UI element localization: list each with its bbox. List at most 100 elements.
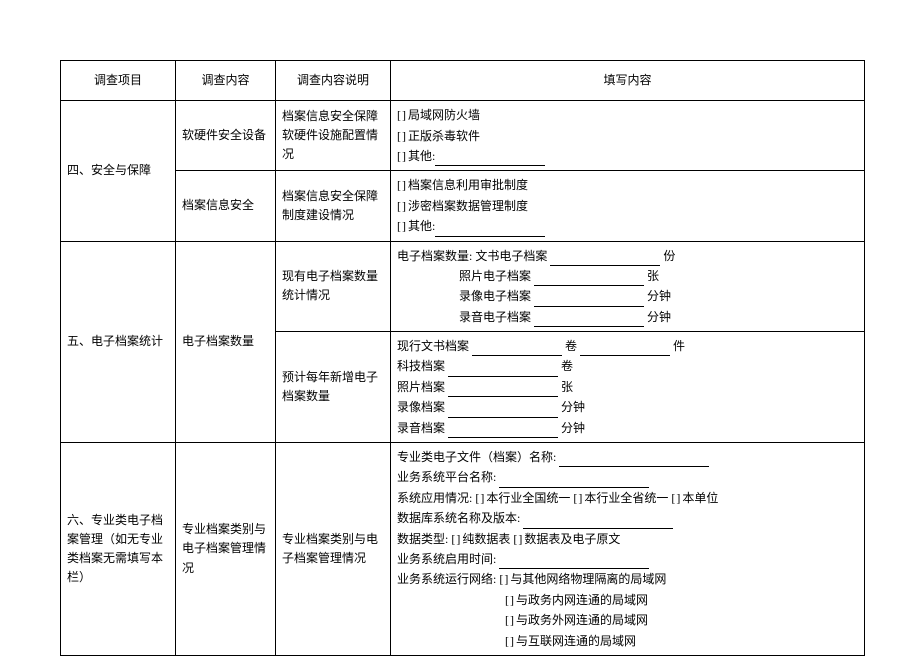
- fill-blank: [580, 342, 670, 356]
- fill-line: 与政务内网连通的局域网: [397, 590, 858, 610]
- checkbox-option: 正版杀毒软件: [397, 126, 858, 146]
- survey-table: 调查项目 调查内容 调查内容说明 填写内容 四、安全与保障 软硬件安全设备 档案…: [60, 60, 865, 656]
- fill-cell: 电子档案数量: 文书电子档案 份 照片电子档案 张 录像电子档案 分钟 录音电子…: [391, 241, 865, 332]
- fill-blank: [550, 252, 660, 266]
- header-row: 调查项目 调查内容 调查内容说明 填写内容: [61, 61, 865, 101]
- item-cell: 档案信息安全: [176, 171, 276, 241]
- label-text: 录像电子档案: [459, 289, 531, 303]
- fill-line: 录像电子档案 分钟: [397, 286, 858, 306]
- unit-text: 卷: [565, 339, 577, 353]
- unit-text: 份: [663, 249, 675, 263]
- label-text: 科技档案: [397, 359, 445, 373]
- desc-cell: 档案信息安全保障软硬件设施配置情况: [276, 101, 391, 171]
- checkbox-option: 涉密档案数据管理制度: [397, 196, 858, 216]
- desc-cell: 档案信息安全保障制度建设情况: [276, 171, 391, 241]
- option-label: 本行业全省统一: [584, 491, 668, 505]
- label-text: 专业类电子文件（档案）名称:: [397, 450, 556, 464]
- fill-line: 与政务外网连通的局域网: [397, 610, 858, 630]
- header-desc: 调查内容说明: [276, 61, 391, 101]
- desc-cell: 专业档案类别与电子档案管理情况: [276, 443, 391, 656]
- unit-text: 分钟: [561, 421, 585, 435]
- fill-line: 电子档案数量: 文书电子档案 份: [397, 246, 858, 266]
- fill-cell: 局域网防火墙 正版杀毒软件 其他:: [391, 101, 865, 171]
- option-label: 本单位: [682, 491, 718, 505]
- fill-line: 业务系统运行网络: 与其他网络物理隔离的局域网: [397, 569, 858, 589]
- item-cell: 软硬件安全设备: [176, 101, 276, 171]
- fill-blank: [448, 424, 558, 438]
- option-label: 档案信息利用审批制度: [408, 178, 528, 192]
- label-text: 录像档案: [397, 400, 445, 414]
- unit-text: 张: [647, 269, 659, 283]
- fill-line: 照片电子档案 张: [397, 266, 858, 286]
- option-label: 纯数据表: [462, 532, 510, 546]
- fill-cell: 现行文书档案 卷 件 科技档案 卷 照片档案 张 录像档案 分钟 录音档案 分钟: [391, 332, 865, 443]
- header-fill: 填写内容: [391, 61, 865, 101]
- fill-line: 数据类型: 纯数据表 数据表及电子原文: [397, 529, 858, 549]
- fill-blank: [448, 383, 558, 397]
- fill-cell: 专业类电子文件（档案）名称: 业务系统平台名称: 系统应用情况: 本行业全国统一…: [391, 443, 865, 656]
- checkbox-option: 局域网防火墙: [397, 105, 858, 125]
- unit-text: 卷: [561, 359, 573, 373]
- checkbox-option: 其他:: [397, 216, 858, 236]
- label-text: 系统应用情况:: [397, 491, 472, 505]
- fill-blank: [472, 342, 562, 356]
- option-label: 其他:: [408, 149, 435, 163]
- label-text: 录音电子档案: [459, 310, 531, 324]
- fill-blank: [448, 363, 558, 377]
- fill-line: 数据库系统名称及版本:: [397, 508, 858, 528]
- table-row: 四、安全与保障 软硬件安全设备 档案信息安全保障软硬件设施配置情况 局域网防火墙…: [61, 101, 865, 171]
- fill-blank: [559, 453, 709, 467]
- unit-text: 分钟: [647, 289, 671, 303]
- option-label: 本行业全国统一: [486, 491, 570, 505]
- unit-text: 张: [561, 380, 573, 394]
- project-cell: 五、电子档案统计: [61, 241, 176, 443]
- option-label: 与政务外网连通的局域网: [516, 613, 648, 627]
- fill-blank: [435, 152, 545, 166]
- label-text: 业务系统启用时间:: [397, 552, 496, 566]
- item-cell: 电子档案数量: [176, 241, 276, 443]
- table-row: 六、专业类电子档案管理（如无专业类档案无需填写本栏） 专业档案类别与电子档案管理…: [61, 443, 865, 656]
- fill-line: 业务系统启用时间:: [397, 549, 858, 569]
- header-project: 调查项目: [61, 61, 176, 101]
- fill-line: 科技档案 卷: [397, 356, 858, 376]
- fill-blank: [523, 515, 673, 529]
- option-label: 其他:: [408, 219, 435, 233]
- project-cell: 四、安全与保障: [61, 101, 176, 241]
- label-text: 现行文书档案: [397, 339, 469, 353]
- label-text: 照片电子档案: [459, 269, 531, 283]
- item-cell: 专业档案类别与电子档案管理情况: [176, 443, 276, 656]
- fill-line: 照片档案 张: [397, 377, 858, 397]
- option-label: 局域网防火墙: [408, 108, 480, 122]
- option-label: 与其他网络物理隔离的局域网: [510, 572, 666, 586]
- option-label: 数据表及电子原文: [524, 532, 620, 546]
- label-text: 电子档案数量: 文书电子档案: [397, 249, 547, 263]
- fill-line: 与互联网连通的局域网: [397, 631, 858, 651]
- label-text: 数据库系统名称及版本:: [397, 511, 520, 525]
- option-label: 与政务内网连通的局域网: [516, 593, 648, 607]
- checkbox-option: 其他:: [397, 146, 858, 166]
- fill-line: 录音电子档案 分钟: [397, 307, 858, 327]
- fill-line: 现行文书档案 卷 件: [397, 336, 858, 356]
- option-label: 与互联网连通的局域网: [516, 634, 636, 648]
- label-text: 照片档案: [397, 380, 445, 394]
- fill-blank: [534, 313, 644, 327]
- fill-line: 业务系统平台名称:: [397, 467, 858, 487]
- fill-blank: [534, 272, 644, 286]
- option-label: 正版杀毒软件: [408, 129, 480, 143]
- fill-cell: 档案信息利用审批制度 涉密档案数据管理制度 其他:: [391, 171, 865, 241]
- unit-text: 分钟: [647, 310, 671, 324]
- header-item: 调查内容: [176, 61, 276, 101]
- label-text: 业务系统平台名称:: [397, 470, 496, 484]
- document-page: 调查项目 调查内容 调查内容说明 填写内容 四、安全与保障 软硬件安全设备 档案…: [0, 0, 920, 656]
- fill-line: 专业类电子文件（档案）名称:: [397, 447, 858, 467]
- desc-cell: 现有电子档案数量统计情况: [276, 241, 391, 332]
- fill-blank: [499, 474, 649, 488]
- fill-blank: [435, 223, 545, 237]
- fill-blank: [448, 404, 558, 418]
- label-text: 数据类型:: [397, 532, 448, 546]
- fill-line: 录音档案 分钟: [397, 418, 858, 438]
- table-row: 五、电子档案统计 电子档案数量 现有电子档案数量统计情况 电子档案数量: 文书电…: [61, 241, 865, 332]
- label-text: 录音档案: [397, 421, 445, 435]
- fill-line: 录像档案 分钟: [397, 397, 858, 417]
- unit-text: 件: [673, 339, 685, 353]
